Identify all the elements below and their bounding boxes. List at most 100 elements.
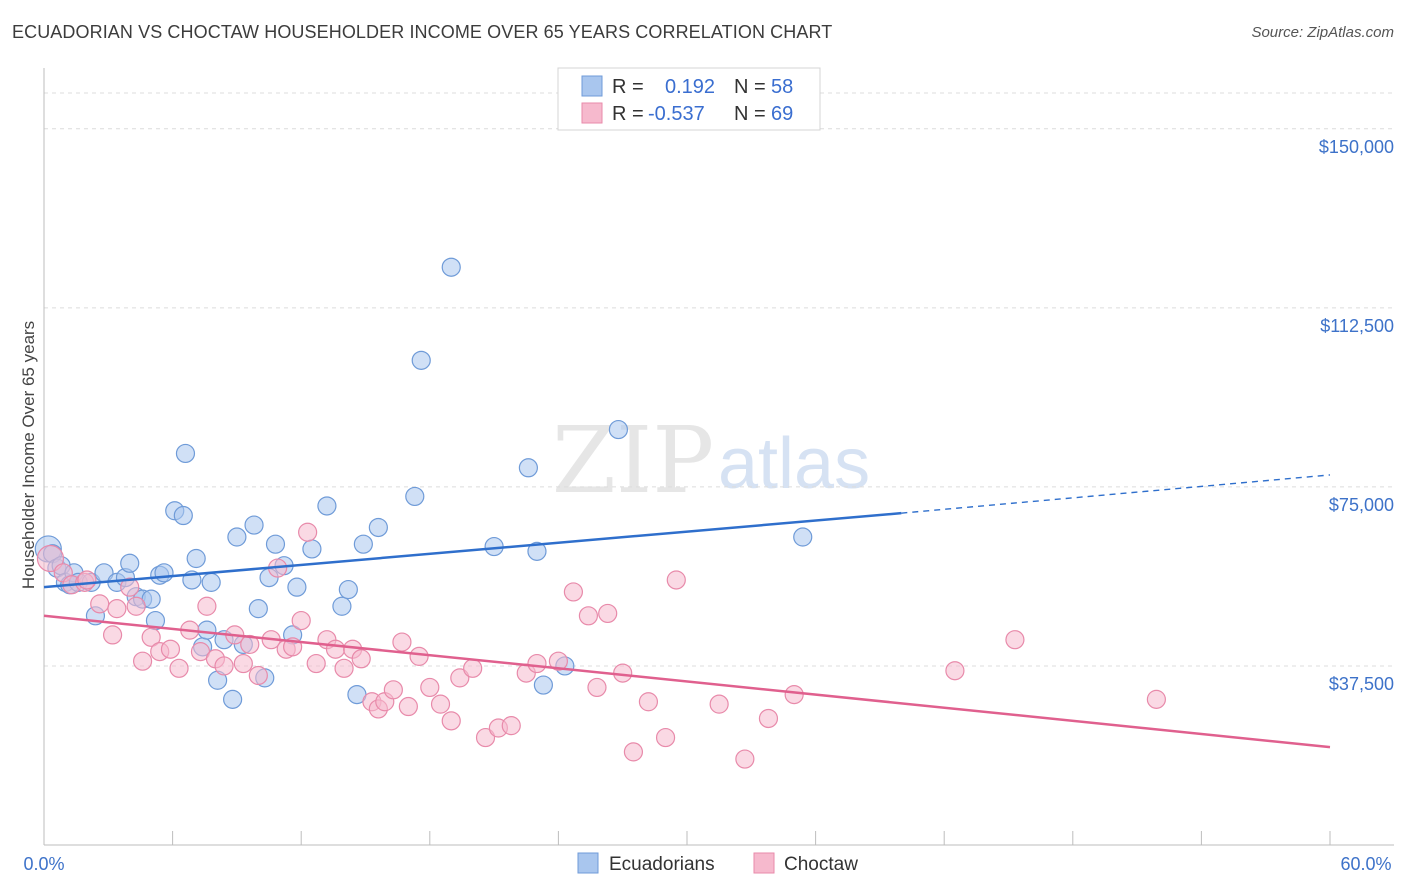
choctaw-point: [291, 610, 311, 631]
ecuadorian-point: [411, 350, 431, 370]
y-tick-label: $150,000: [1319, 137, 1394, 157]
ecuadorian-point: [265, 534, 286, 554]
x-tick-label-max: 60.0%: [1340, 854, 1391, 874]
ecuadorian-point: [175, 443, 196, 464]
choctaw-point: [306, 653, 326, 674]
legend-r-label: R =: [612, 76, 644, 98]
ecuadorian-point: [353, 534, 373, 554]
choctaw-point: [758, 708, 779, 729]
choctaw-point: [420, 677, 440, 698]
ecuadorian-point: [248, 599, 268, 619]
chart-title: ECUADORIAN VS CHOCTAW HOUSEHOLDER INCOME…: [12, 22, 833, 42]
choctaw-point: [1005, 630, 1025, 650]
choctaw-point: [587, 677, 607, 698]
choctaw-point: [735, 749, 755, 769]
choctaw-point: [102, 625, 123, 645]
choctaw-point: [351, 649, 371, 669]
ecuadorian-point: [227, 527, 247, 547]
choctaw-point: [598, 603, 618, 624]
ecuadorian-point: [120, 553, 140, 573]
legend-r-value: 0.192: [665, 76, 715, 98]
choctaw-point: [1146, 689, 1166, 709]
watermark: ZIP atlas: [552, 407, 870, 514]
y-tick-label: $75,000: [1329, 495, 1394, 515]
axes: [43, 68, 1394, 846]
legend-n-value: 58: [771, 76, 793, 98]
choctaw-point: [120, 577, 140, 597]
legend-n-label: N =: [734, 103, 766, 125]
choctaw-point: [160, 639, 181, 659]
ecuadorian-point: [154, 563, 174, 583]
watermark-zip: ZIP: [552, 407, 714, 514]
choctaw-point: [527, 653, 547, 674]
choctaw-point: [240, 634, 260, 655]
choctaw-point: [666, 570, 686, 590]
stats-legend: R = 0.192 N = 58 R = -0.537 N = 69: [557, 67, 821, 131]
bottom-legend-swatch-choctaw: [753, 852, 775, 874]
ecuadorian-point: [201, 572, 221, 592]
bottom-legend-swatch-ecuadorians: [577, 852, 599, 874]
ecuadorian-point: [244, 515, 264, 535]
ecuadorian-point: [338, 579, 358, 600]
grid-lines: [44, 92, 1394, 667]
source-label: Source: ZipAtlas.com: [1251, 24, 1394, 41]
ecuadorian-point: [186, 548, 206, 569]
choctaw-point: [298, 522, 318, 542]
choctaw-point: [141, 627, 161, 647]
y-axis-label: Householder Income Over 65 years: [19, 321, 38, 589]
choctaw-point: [90, 594, 110, 614]
ecuadorian-point: [302, 539, 322, 559]
ecuadorian-point: [332, 596, 352, 616]
choctaw-point: [709, 694, 729, 714]
choctaw-trend-line: [43, 614, 1331, 749]
ecuadorian-point: [608, 419, 629, 440]
ecuadorian-point: [441, 257, 461, 277]
ecuadorian-point: [197, 620, 217, 640]
legend-swatch-ecuadorians: [581, 75, 603, 97]
ecuadorian-point: [317, 496, 337, 516]
legend-n-label: N =: [734, 76, 766, 98]
choctaw-point: [214, 656, 234, 676]
choctaw-point: [578, 606, 599, 626]
choctaw-point: [655, 727, 676, 748]
x-tick-label-min: 0.0%: [23, 854, 64, 874]
legend-n-value: 69: [771, 103, 793, 125]
ecuadorian-trend-line: [43, 511, 902, 589]
ecuadorian-point: [533, 675, 553, 695]
ecuadorian-point: [793, 527, 813, 547]
choctaw-point: [409, 646, 429, 666]
choctaw-point: [398, 696, 418, 717]
choctaw-point: [475, 727, 496, 748]
choctaw-point: [638, 692, 659, 712]
choctaw-point: [132, 651, 153, 671]
choctaw-point: [430, 694, 451, 714]
legend-swatch-choctaw: [581, 102, 603, 124]
series-legend: Ecuadorians Choctaw: [577, 852, 858, 875]
bottom-legend-label-choctaw: Choctaw: [784, 854, 858, 875]
watermark-atlas: atlas: [718, 424, 870, 504]
legend-r-value: -0.537: [648, 103, 705, 125]
ecuadorian-point: [173, 505, 193, 526]
choctaw-point: [383, 680, 403, 700]
y-tick-labels: $37,500 $75,000 $112,500 $150,000: [1319, 137, 1394, 694]
ecuadorian-point: [405, 486, 425, 507]
choctaw-point: [197, 596, 217, 616]
choctaw-point: [463, 658, 483, 678]
choctaw-point: [548, 651, 569, 671]
ecuadorian-point: [527, 541, 547, 561]
choctaw-point: [36, 544, 65, 573]
choctaw-point: [563, 582, 584, 602]
choctaw-point: [169, 658, 189, 678]
series-choctaw: [36, 522, 1166, 769]
bottom-legend-label-ecuadorians: Ecuadorians: [609, 854, 715, 875]
choctaw-point: [77, 570, 97, 590]
choctaw-point: [248, 665, 268, 686]
choctaw-point: [501, 716, 521, 736]
ecuadorian-trend-extension: [901, 474, 1331, 514]
ecuadorian-point: [368, 517, 388, 538]
ecuadorian-point: [287, 577, 307, 597]
choctaw-point: [392, 632, 412, 652]
y-tick-label: $112,500: [1320, 316, 1394, 336]
choctaw-point: [784, 684, 804, 705]
ecuadorian-point: [518, 458, 538, 478]
